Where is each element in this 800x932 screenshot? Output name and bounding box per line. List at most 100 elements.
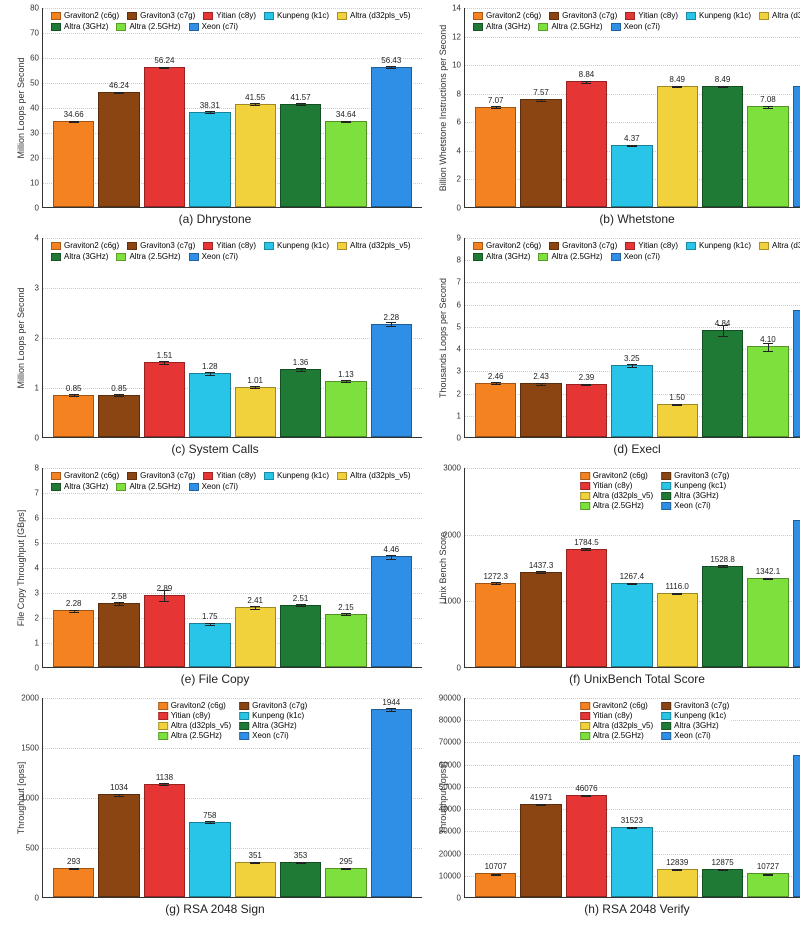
bar-value-label: 0.85 xyxy=(66,384,82,393)
legend-label: Altra (2.5GHz) xyxy=(171,731,222,741)
bar xyxy=(235,104,276,207)
legend-label: Graviton3 (c7g) xyxy=(562,241,617,251)
chart-c: Million Loops per Second01234Graviton2 (… xyxy=(42,238,422,438)
legend-swatch xyxy=(264,242,274,250)
bar-wrap: 10727 xyxy=(747,698,788,897)
bar-wrap: 1342.1 xyxy=(747,468,788,667)
legend-swatch xyxy=(661,472,671,480)
legend-item: Altra (d32pls_v5) xyxy=(337,11,410,21)
panel-g: Throughput [opss]0500100015002000Gravito… xyxy=(8,698,422,924)
bar xyxy=(235,607,276,667)
legend-item: Altra (3GHz) xyxy=(473,22,530,32)
legend: Graviton2 (c6g)Graviton3 (c7g)Yitian (c8… xyxy=(578,700,732,742)
legend-item: Xeon (c7i) xyxy=(661,731,729,741)
bar xyxy=(53,868,94,897)
bar-value-label: 1437.3 xyxy=(529,561,553,570)
panel-f: Unix Bench Score0100020003000Graviton2 (… xyxy=(430,468,800,694)
legend-item: Altra (2.5GHz) xyxy=(158,731,231,741)
bar-value-label: 8.84 xyxy=(579,70,595,79)
bar-value-label: 7.08 xyxy=(760,95,776,104)
legend: Graviton2 (c6g)Graviton3 (c7g)Yitian (c8… xyxy=(49,10,416,33)
bar xyxy=(747,106,788,207)
y-tick-label: 0 xyxy=(457,664,465,673)
bar-wrap: 1.36 xyxy=(280,238,321,437)
legend-swatch xyxy=(239,702,249,710)
bar xyxy=(611,145,652,207)
legend-label: Kunpeng (k1c) xyxy=(674,711,726,721)
y-tick-label: 1 xyxy=(35,639,43,648)
bar-value-label: 2.43 xyxy=(533,372,549,381)
error-bar xyxy=(114,602,124,606)
error-bar xyxy=(581,81,591,83)
bar-value-label: 1528.8 xyxy=(710,555,734,564)
bar xyxy=(98,92,139,207)
bar-value-label: 1116.0 xyxy=(666,582,689,591)
y-tick-label: 2000 xyxy=(21,694,43,703)
bar xyxy=(520,99,561,207)
legend-swatch xyxy=(51,23,61,31)
legend-swatch xyxy=(625,242,635,250)
error-bar xyxy=(627,145,637,147)
error-bar xyxy=(763,106,773,108)
y-tick-label: 4 xyxy=(457,146,465,155)
error-bar xyxy=(386,322,396,327)
bar xyxy=(144,595,185,667)
panel-c: Million Loops per Second01234Graviton2 (… xyxy=(8,238,422,464)
bar xyxy=(657,86,698,207)
legend-item: Altra (d32pls_v5) xyxy=(580,491,653,501)
bar-value-label: 2.28 xyxy=(66,599,82,608)
y-tick-label: 2 xyxy=(35,334,43,343)
bar-value-label: 34.66 xyxy=(64,110,84,119)
error-bar xyxy=(718,86,728,88)
bar-wrap: 2.46 xyxy=(475,238,516,437)
bar-wrap: 46.24 xyxy=(98,8,139,207)
legend-swatch xyxy=(51,472,61,480)
legend-label: Graviton3 (c7g) xyxy=(674,701,729,711)
panel-h: Throughput [opss]01000020000300004000050… xyxy=(430,698,800,924)
legend-item: Kunpeng (k1c) xyxy=(264,11,329,21)
bar-wrap: 8.49 xyxy=(657,8,698,207)
bar-wrap: 1034 xyxy=(98,698,139,897)
legend-swatch xyxy=(203,12,213,20)
y-tick-label: 500 xyxy=(26,844,43,853)
error-bar xyxy=(159,67,169,70)
y-axis-label: Million Loops per Second xyxy=(16,57,26,158)
legend-swatch xyxy=(264,472,274,480)
bar-wrap: 4.46 xyxy=(371,468,412,667)
legend-label: Graviton2 (c6g) xyxy=(486,241,541,251)
legend-swatch xyxy=(661,492,671,500)
y-tick-label: 14 xyxy=(452,4,465,13)
bar-wrap: 10707 xyxy=(475,698,516,897)
bar-wrap: 2.15 xyxy=(325,468,366,667)
error-bar xyxy=(69,121,79,124)
y-tick-label: 5 xyxy=(35,539,43,548)
legend-swatch xyxy=(686,12,696,20)
y-axis-label: Billion Whetstone Instructions per Secon… xyxy=(438,24,448,191)
bar-value-label: 34.64 xyxy=(336,110,356,119)
legend-label: Graviton2 (c6g) xyxy=(593,471,648,481)
legend: Graviton2 (c6g)Graviton3 (c7g)Yitian (c8… xyxy=(578,470,732,512)
legend-item: Graviton2 (c6g) xyxy=(158,701,231,711)
y-tick-label: 2 xyxy=(457,389,465,398)
y-tick-label: 2000 xyxy=(443,530,465,539)
y-tick-label: 10 xyxy=(30,179,43,188)
bar-value-label: 1.75 xyxy=(202,612,218,621)
legend-swatch xyxy=(127,472,137,480)
panel-b: Billion Whetstone Instructions per Secon… xyxy=(430,8,800,234)
legend-label: Yitian (c8y) xyxy=(216,241,256,251)
y-tick-label: 1 xyxy=(457,411,465,420)
error-bar xyxy=(205,821,215,823)
error-bar xyxy=(250,386,260,389)
chart-grid: Million Loops per Second0102030405060708… xyxy=(8,8,792,924)
error-bar xyxy=(581,384,591,387)
bar-value-label: 1267.4 xyxy=(620,572,644,581)
y-tick-label: 60000 xyxy=(439,760,465,769)
legend-item: Graviton3 (c7g) xyxy=(239,701,307,711)
legend-swatch xyxy=(189,23,199,31)
bar-value-label: 1.13 xyxy=(338,370,354,379)
y-tick-label: 20000 xyxy=(439,849,465,858)
bar-wrap: 38.31 xyxy=(189,8,230,207)
bar xyxy=(280,104,321,207)
error-bar xyxy=(341,613,351,617)
bar-value-label: 2.41 xyxy=(247,596,263,605)
